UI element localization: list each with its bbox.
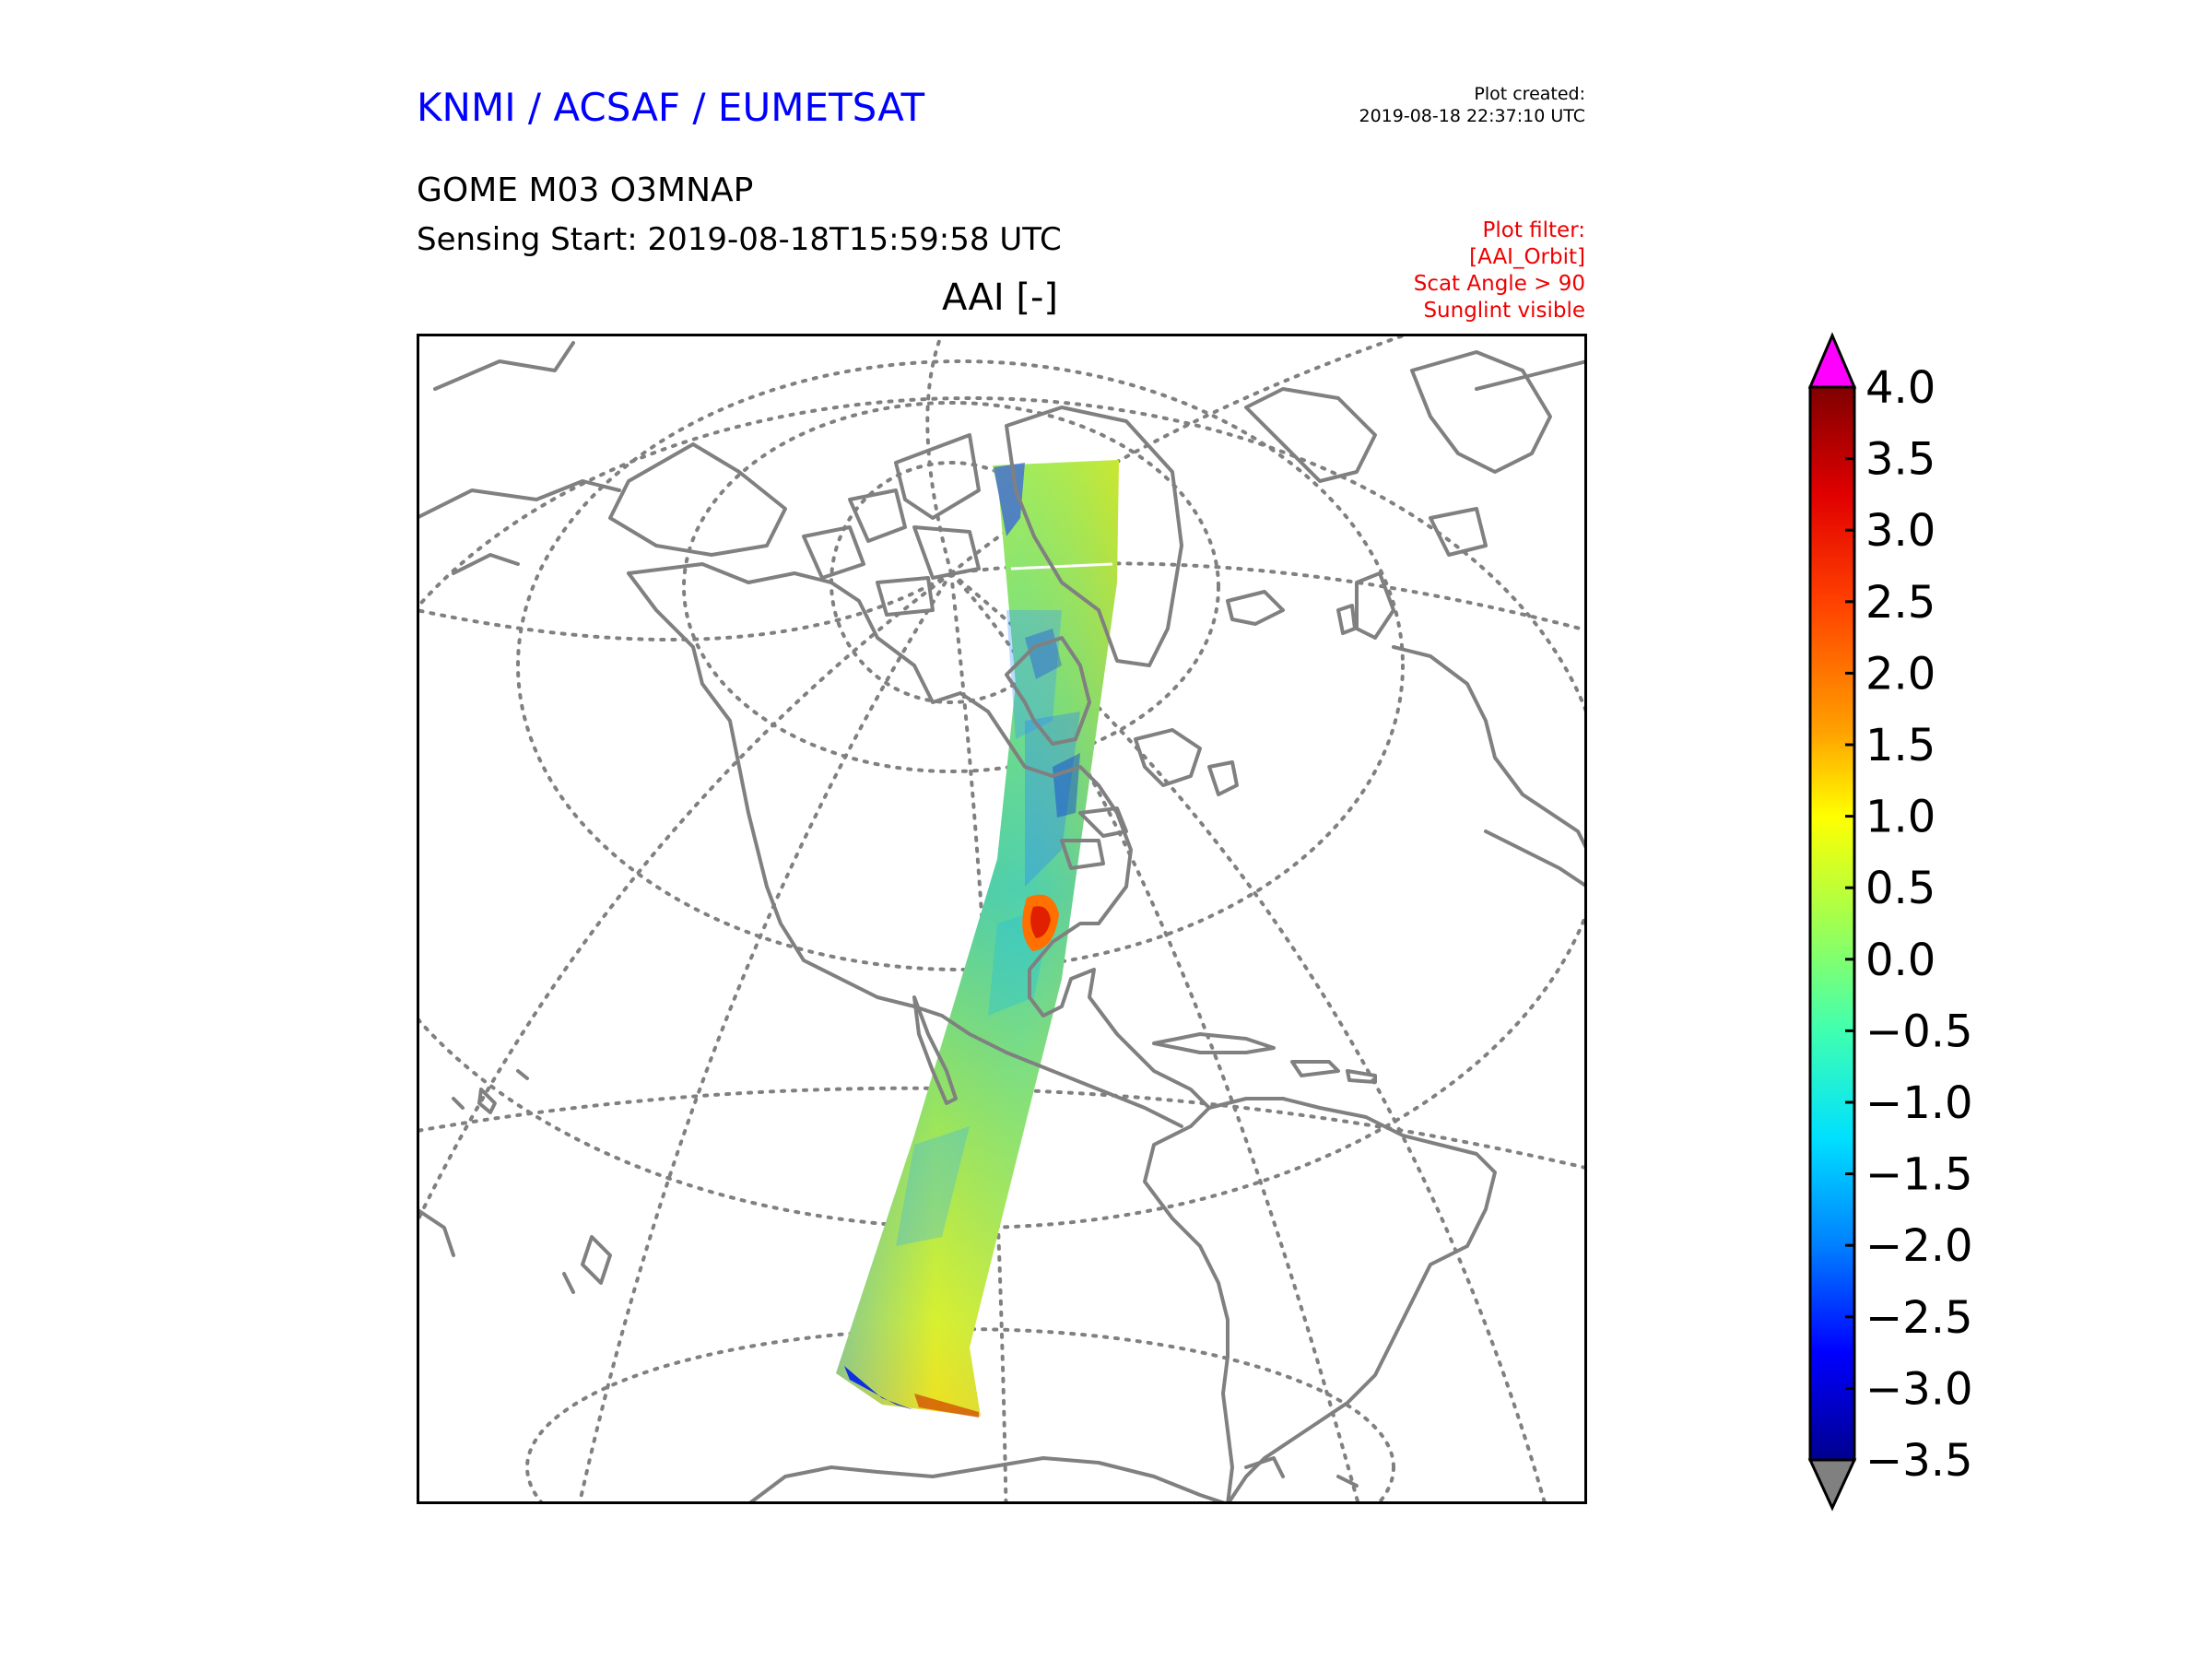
colorbar-tick-label: 1.5 [1865,720,1936,771]
filter-line: [AAI_Orbit] [1469,245,1585,269]
colorbar-tick-label: 1.0 [1865,792,1936,843]
colorbar-over-arrow [1807,332,1857,389]
organization-title: KNMI / ACSAF / EUMETSAT [417,85,925,130]
sensing-start: Sensing Start: 2019-08-18T15:59:58 UTC [417,221,1062,258]
aai-swath [836,460,1119,1418]
colorbar-tick-label: −1.5 [1865,1149,1973,1201]
colorbar-tick-label: −1.0 [1865,1077,1973,1129]
colorbar-under-arrow [1807,1458,1857,1512]
colorbar-tick-label: −3.5 [1865,1435,1973,1487]
plot-created: Plot created: 2019-08-18 22:37:10 UTC [1359,83,1586,127]
colorbar-tick-label: −2.5 [1865,1292,1973,1344]
map-panel [417,334,1587,1504]
map-title: AAI [-] [942,276,1058,319]
colorbar-tick-label: 0.5 [1865,863,1936,914]
product-name: GOME M03 O3MNAP [417,171,754,209]
plot-filter: Plot filter: [AAI_Orbit] Scat Angle > 90… [1414,218,1585,324]
colorbar-body [1808,385,1856,1462]
colorbar-tick-label: −3.0 [1865,1363,1973,1415]
colorbar-tick-label: −0.5 [1865,1006,1973,1057]
map-frame [417,334,1587,1504]
filter-line: Scat Angle > 90 [1413,272,1585,296]
colorbar-tick-label: 3.0 [1865,505,1936,557]
filter-line: Sunglint visible [1423,299,1585,323]
colorbar-tick-label: 2.0 [1865,648,1936,700]
colorbar-tick-label: 0.0 [1865,935,1936,986]
filter-line: Plot filter: [1482,218,1585,242]
coastlines [417,341,1587,1504]
colorbar-tick-label: −2.0 [1865,1220,1973,1272]
colorbar-tick-label: 2.5 [1865,577,1936,629]
colorbar-tick-label: 4.0 [1865,362,1936,414]
plot-created-time: 2019-08-18 22:37:10 UTC [1359,106,1586,126]
colorbar-tick-label: 3.5 [1865,434,1936,486]
colorbar: 4.0 3.5 3.0 2.5 2.0 1.5 1.0 0.5 0.0 −0.5 −1.0 −1.5 −… [1807,332,1973,1512]
plot-created-label: Plot created: [1474,84,1585,104]
